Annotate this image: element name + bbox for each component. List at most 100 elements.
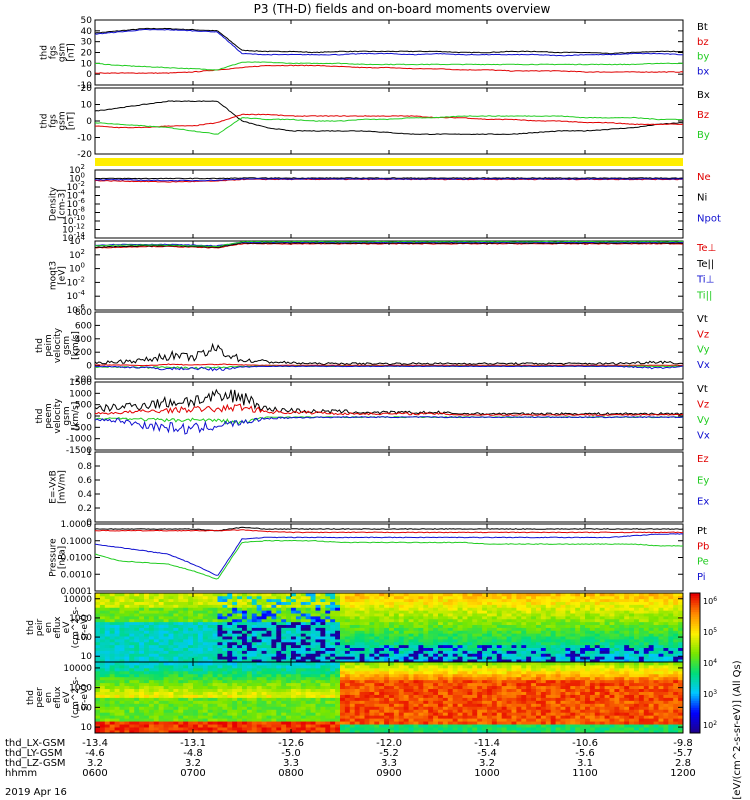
heatmap-cell — [246, 664, 253, 669]
heatmap-cell — [276, 662, 282, 666]
heatmap-cell — [197, 718, 204, 722]
heatmap-cell — [629, 616, 635, 620]
heatmap-cell — [354, 633, 360, 637]
panel-electron_eflux: 10100100010000thdpeerenefluxeV(cm^2-s-sr… — [26, 661, 684, 734]
heatmap-cell — [114, 691, 120, 695]
heatmap-cell — [364, 694, 370, 698]
heatmap-cell — [384, 618, 390, 623]
heatmap-cell — [433, 730, 439, 734]
heatmap-cell — [403, 724, 409, 728]
heatmap-cell — [129, 670, 135, 675]
heatmap-cell — [472, 644, 478, 649]
heatmap-cell — [467, 653, 473, 657]
heatmap-cell — [300, 730, 307, 734]
heatmap-cell — [222, 679, 228, 684]
heatmap-cell — [310, 653, 316, 657]
heatmap-cell — [246, 700, 253, 704]
heatmap-cell — [256, 682, 262, 687]
heatmap-cell — [369, 633, 375, 637]
heatmap-cell — [261, 676, 267, 681]
heatmap-cell — [95, 641, 101, 646]
heatmap-cell — [653, 598, 659, 603]
heatmap-cell — [614, 647, 620, 651]
heatmap-cell — [222, 636, 228, 640]
heatmap-cell — [349, 616, 356, 620]
heatmap-cell — [315, 604, 321, 608]
heatmap-cell — [349, 703, 356, 707]
heatmap-cell — [658, 610, 664, 614]
heatmap-cell — [281, 616, 287, 620]
heatmap-cell — [217, 679, 223, 684]
heatmap-cell — [114, 712, 120, 716]
y-axis-label: thdpeimvelocitygsm[km/s] — [35, 327, 81, 363]
heatmap-cell — [472, 616, 478, 620]
heatmap-cell — [237, 718, 243, 722]
heatmap-cell — [266, 618, 272, 623]
heatmap-cell — [580, 604, 586, 608]
heatmap-cell — [232, 718, 238, 722]
heatmap-cell — [447, 712, 454, 716]
heatmap-cell — [423, 633, 429, 637]
heatmap-cell — [119, 616, 125, 620]
series-line-bz — [94, 64, 684, 74]
heatmap-cell — [589, 647, 596, 651]
heatmap-cell — [237, 641, 243, 646]
heatmap-cell — [139, 673, 145, 678]
heatmap-cell — [609, 610, 615, 614]
heatmap-cell — [276, 712, 282, 716]
heatmap-cell — [202, 662, 209, 666]
heatmap-cell — [472, 595, 478, 600]
heatmap-cell — [295, 730, 302, 734]
heatmap-cell — [340, 670, 346, 675]
heatmap-cell — [310, 639, 316, 643]
heatmap-cell — [452, 621, 458, 626]
heatmap-cell — [139, 721, 145, 725]
heatmap-cell — [193, 601, 199, 605]
heatmap-cell — [442, 616, 449, 620]
heatmap-cell — [369, 718, 375, 722]
heatmap-cell — [403, 703, 409, 707]
heatmap-cell — [550, 644, 556, 649]
heatmap-cell — [163, 721, 169, 725]
heatmap-cell — [139, 667, 145, 672]
heatmap-cell — [330, 670, 336, 675]
heatmap-cell — [575, 627, 581, 631]
heatmap-cell — [202, 697, 209, 701]
heatmap-cell — [246, 659, 253, 663]
heatmap-cell — [291, 624, 297, 628]
heatmap-cell — [379, 630, 385, 634]
legend-entry: Ez — [697, 454, 709, 465]
heatmap-cell — [261, 630, 267, 634]
heatmap-cell — [114, 664, 120, 669]
heatmap-cell — [134, 697, 140, 701]
heatmap-cell — [389, 715, 395, 719]
heatmap-cell — [413, 641, 419, 646]
heatmap-cell — [281, 650, 287, 654]
heatmap-cell — [423, 598, 429, 603]
heatmap-cell — [232, 641, 238, 646]
heatmap-cell — [585, 604, 591, 608]
heatmap-cell — [305, 610, 311, 614]
heatmap-cell — [315, 662, 321, 666]
heatmap-cell — [374, 644, 380, 649]
heatmap-cell — [438, 618, 444, 623]
heatmap-cell — [310, 685, 316, 690]
heatmap-cell — [305, 650, 311, 654]
heatmap-cell — [678, 630, 684, 634]
heatmap-cell — [197, 610, 204, 614]
heatmap-cell — [638, 644, 645, 649]
heatmap-cell — [310, 682, 316, 687]
heatmap-cell — [217, 639, 223, 643]
heatmap-cell — [109, 679, 115, 684]
heatmap-cell — [227, 618, 233, 623]
heatmap-cell — [153, 613, 160, 617]
heatmap-cell — [580, 650, 586, 654]
heatmap-cell — [604, 650, 610, 654]
heatmap-cell — [99, 639, 106, 643]
heatmap-cell — [227, 670, 233, 675]
heatmap-cell — [457, 607, 463, 611]
heatmap-cell — [629, 636, 635, 640]
heatmap-cell — [114, 697, 120, 701]
heatmap-cell — [197, 644, 204, 649]
heatmap-cell — [496, 613, 503, 617]
